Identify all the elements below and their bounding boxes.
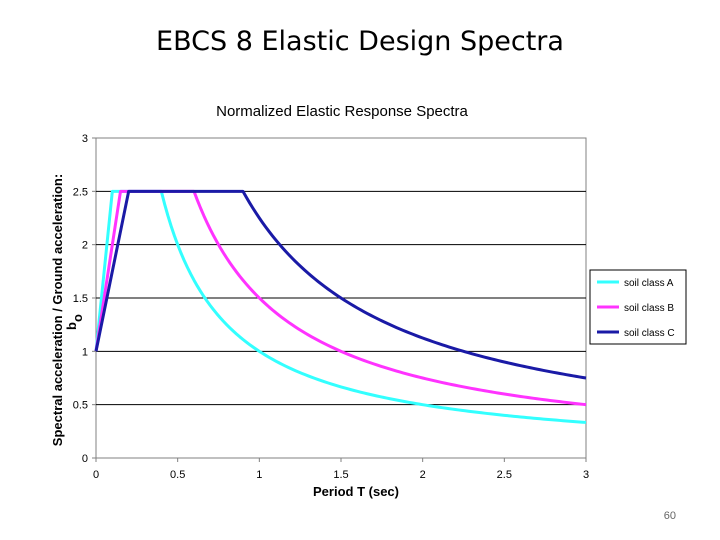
y-axis-subscript: o <box>70 314 85 322</box>
legend-label: soil class C <box>624 328 675 339</box>
y-tick-label: 2.5 <box>73 186 88 198</box>
x-tick-label: 3 <box>583 469 589 481</box>
y-axis-symbol: b <box>64 322 79 330</box>
x-axis-ticks: 0 0.5 1 1.5 2 2.5 3 <box>93 458 589 481</box>
x-tick-label: 1 <box>256 469 262 481</box>
y-tick-label: 1.5 <box>73 293 88 305</box>
y-tick-label: 0 <box>82 453 88 465</box>
series-line-1 <box>94 189 587 424</box>
series-lines <box>94 189 587 424</box>
x-axis-label: Period T (sec) <box>313 484 399 499</box>
x-tick-label: 0.5 <box>170 469 185 481</box>
x-tick-label: 1.5 <box>333 469 348 481</box>
x-tick-label: 2.5 <box>497 469 512 481</box>
legend: soil class A soil class B soil class C <box>589 269 687 345</box>
x-tick-label: 2 <box>420 469 426 481</box>
y-axis-label: Spectral acceleration / Ground accelerat… <box>50 174 65 446</box>
chart-title: Normalized Elastic Response Spectra <box>216 103 468 120</box>
series-line-2 <box>94 189 587 407</box>
x-tick-label: 0 <box>93 469 99 481</box>
legend-label: soil class B <box>624 303 674 314</box>
legend-label: soil class A <box>624 278 674 289</box>
y-tick-label: 3 <box>82 133 88 145</box>
y-tick-label: 2 <box>82 240 88 252</box>
y-tick-label: 0.5 <box>73 400 88 412</box>
y-axis-ticks: 0 0.5 1 1.5 2 2.5 3 <box>73 133 96 465</box>
page-number: 60 <box>663 510 676 522</box>
series-line-3 <box>94 189 587 380</box>
slide-title: EBCS 8 Elastic Design Spectra <box>156 26 564 57</box>
y-tick-label: 1 <box>82 346 88 358</box>
